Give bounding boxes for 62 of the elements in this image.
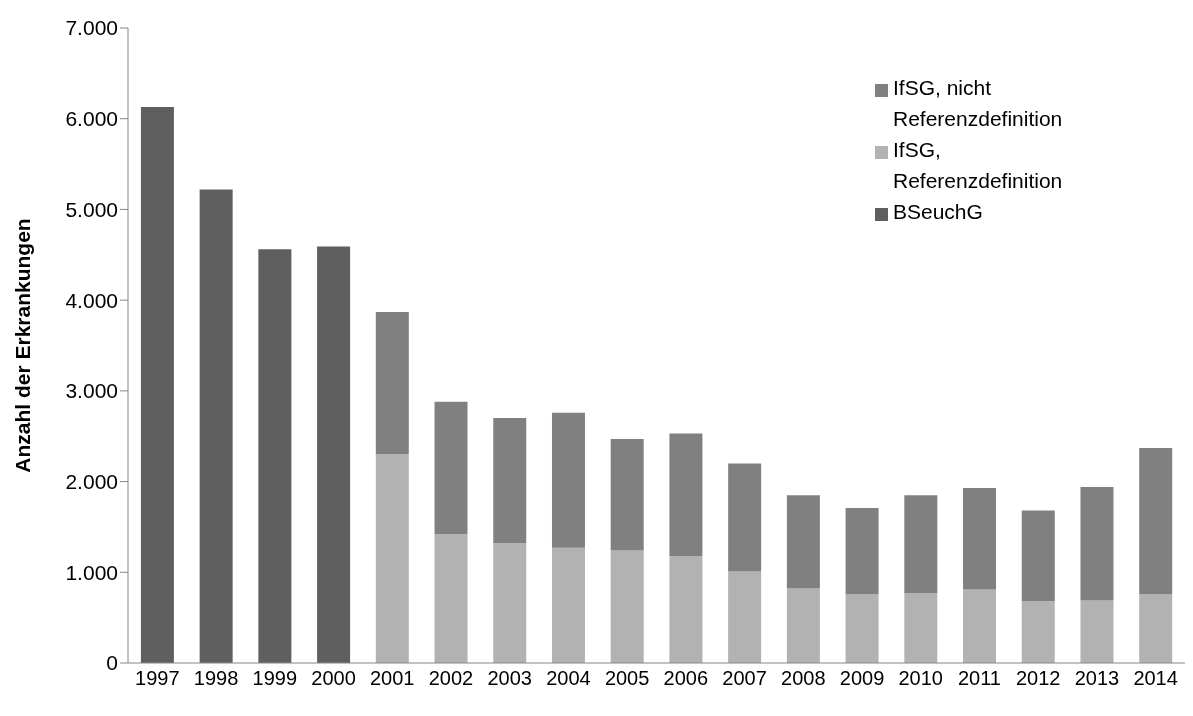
y-tick-label: 1.000 (65, 560, 118, 584)
y-tick-label: 6.000 (65, 107, 118, 131)
bar (845, 507, 879, 595)
bar (786, 588, 820, 663)
bar (1139, 448, 1173, 595)
bar (375, 454, 409, 663)
x-tick-label: 2012 (1015, 667, 1061, 690)
bar (845, 594, 879, 663)
bar (1021, 510, 1055, 602)
x-tick-label: 2010 (898, 667, 943, 690)
x-tick-label: 2003 (487, 667, 532, 690)
bar (963, 589, 997, 663)
x-tick-label: 2008 (781, 667, 826, 690)
bar (317, 246, 351, 663)
bar (493, 418, 527, 544)
bar (258, 249, 292, 663)
y-axis-title: Anzahl der Erkrankungen (11, 218, 35, 473)
legend-label: IfSG, Referenzdefinition (893, 137, 1064, 194)
bar (434, 401, 468, 535)
bar (1080, 487, 1114, 601)
x-tick-label: 2004 (546, 667, 591, 690)
y-tick-label: 0 (106, 651, 118, 675)
y-tick-label: 2.000 (65, 470, 118, 494)
y-tick-label: 4.000 (65, 288, 118, 312)
x-tick-label: 2013 (1074, 667, 1120, 690)
y-tick-label: 7.000 (65, 16, 118, 40)
bar (493, 543, 527, 663)
bar (728, 571, 762, 663)
y-tick-label: 5.000 (65, 197, 118, 221)
x-tick-label: 2005 (604, 667, 650, 690)
x-tick-label: 2007 (722, 667, 767, 690)
bar (434, 534, 468, 663)
bar (375, 311, 409, 455)
x-tick-label: 2006 (663, 667, 709, 690)
bar (610, 550, 644, 663)
bar (669, 555, 703, 663)
bar (904, 495, 938, 594)
x-tick-label: 1999 (252, 667, 298, 690)
bar (669, 433, 703, 556)
bar (963, 487, 997, 590)
x-tick-label: 2002 (428, 667, 474, 690)
bar (551, 412, 585, 548)
y-tick-label: 3.000 (65, 379, 118, 403)
bar (728, 463, 762, 572)
bar (786, 495, 820, 589)
x-tick-label: 2000 (311, 667, 356, 690)
bar (610, 438, 644, 551)
bar (1021, 601, 1055, 663)
bar (199, 189, 233, 663)
x-tick-label: 1997 (135, 667, 180, 690)
x-tick-label: 2001 (370, 667, 415, 690)
x-tick-label: 1998 (193, 667, 239, 690)
x-tick-label: 2014 (1133, 667, 1178, 690)
bar (1139, 594, 1173, 663)
bar (1080, 600, 1114, 663)
x-tick-label: 2011 (957, 667, 1001, 690)
bar (140, 106, 174, 663)
legend-label: BSeuchG (893, 199, 983, 225)
bar (904, 593, 938, 663)
x-tick-label: 2009 (839, 667, 885, 690)
legend-label: IfSG, nicht Referenzdefinition (893, 75, 1064, 132)
bar (551, 547, 585, 663)
